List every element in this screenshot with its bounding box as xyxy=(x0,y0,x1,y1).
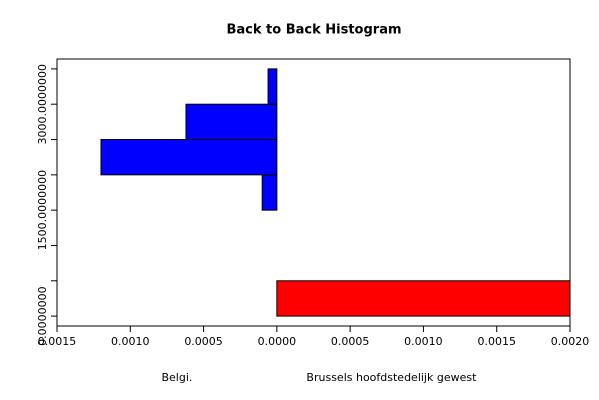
x-tick-label: 0.0010 xyxy=(111,335,150,348)
bar xyxy=(276,280,571,317)
x-tick-label: 0.0015 xyxy=(477,335,516,348)
chart-title: Back to Back Histogram xyxy=(226,23,401,38)
legend-label: Brussels hoofdstedelijk gewest xyxy=(306,371,477,384)
x-tick-label: 0.0020 xyxy=(551,335,590,348)
bar xyxy=(185,103,278,141)
bar xyxy=(100,139,278,176)
x-tick-label: 0.0010 xyxy=(404,335,443,348)
y-tick-label: 3000.0000000 xyxy=(36,64,49,144)
x-tick-label: 0.0015 xyxy=(38,335,77,348)
x-tick-label: 0.0000 xyxy=(258,335,297,348)
bar xyxy=(261,174,278,211)
x-tick-label: 0.0005 xyxy=(184,335,223,348)
plot-frame xyxy=(56,58,571,327)
bar xyxy=(267,68,278,105)
legend-label: Belgi. xyxy=(161,371,192,384)
y-tick-label: 0.0000000 xyxy=(36,286,49,346)
y-tick-label: 1500.0000000 xyxy=(36,170,49,250)
x-tick-label: 0.0005 xyxy=(331,335,370,348)
